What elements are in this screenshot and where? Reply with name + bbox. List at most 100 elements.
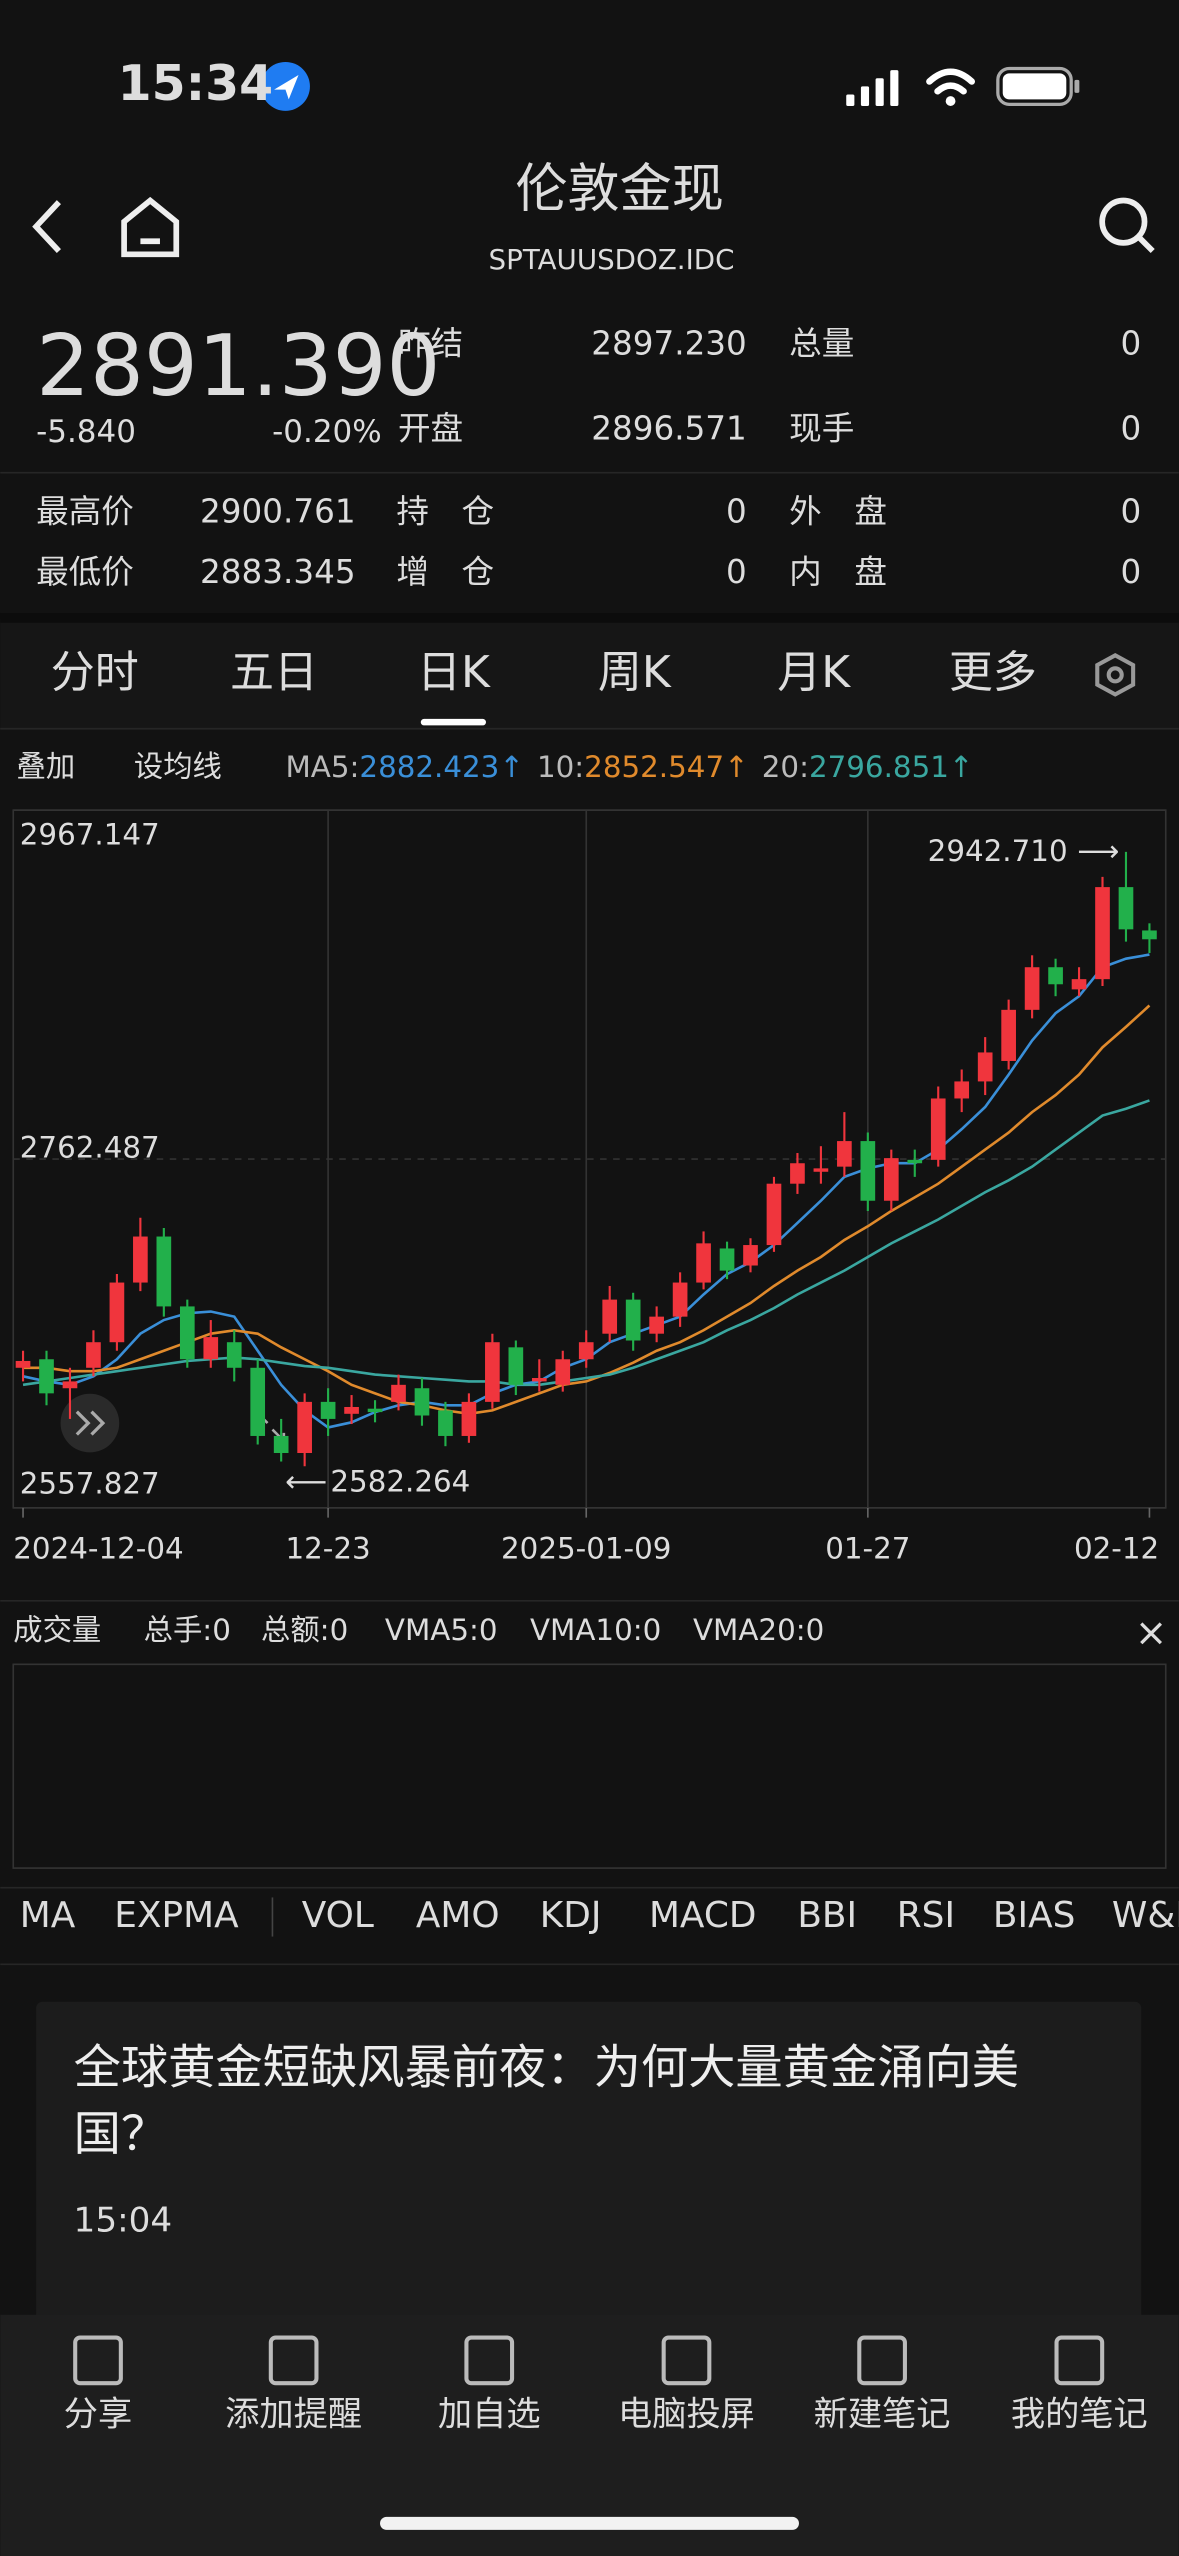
annotation: 2942.710 ⟶ xyxy=(928,833,1120,867)
candle-body xyxy=(625,1299,641,1341)
candle-body xyxy=(203,1337,219,1360)
field-value: 2900.761 xyxy=(200,492,356,530)
vma-label: VMA20:0 xyxy=(693,1613,824,1647)
candle-body xyxy=(837,1141,852,1167)
candle-body xyxy=(578,1342,594,1360)
field-value: 0 xyxy=(1121,325,1142,363)
y-tick-label: 2762.487 xyxy=(20,1131,160,1165)
volume-title: 成交量 xyxy=(13,1613,101,1647)
candle-body xyxy=(133,1236,148,1283)
legend-name: MA5: xyxy=(285,749,359,783)
indicator-tab[interactable]: MA xyxy=(20,1895,76,1936)
field-value: 0 xyxy=(1121,553,1142,591)
field-label: 内 盘 xyxy=(789,553,887,591)
news-time: 15:04 xyxy=(74,2200,173,2240)
page-subtitle: SPTAUUSDOZ.IDC xyxy=(489,243,735,276)
bottom-action[interactable]: 分享 xyxy=(64,2394,132,2434)
battery-cap xyxy=(1074,79,1080,93)
annotation-arrow: ⟵ xyxy=(285,1464,327,1498)
indicator-tab[interactable]: BIAS xyxy=(993,1895,1075,1936)
annotation-label: 2942.710 xyxy=(928,833,1068,867)
indicator-tab[interactable]: BBI xyxy=(797,1895,857,1936)
home-button[interactable] xyxy=(121,196,180,258)
indicator-tab[interactable]: W&R xyxy=(1112,1895,1179,1936)
candle-body xyxy=(555,1359,571,1385)
legend-value: 2882.423 xyxy=(359,749,499,783)
legend-trend: ↑ xyxy=(724,749,749,783)
status-time: 15:34 xyxy=(118,55,274,112)
annotation-label: 2582.264 xyxy=(330,1464,470,1498)
location-arrow xyxy=(274,74,299,100)
bottom-icon xyxy=(1054,2335,1105,2386)
bottom-icon xyxy=(464,2335,515,2386)
separator xyxy=(0,612,1179,623)
candle-body xyxy=(977,1052,993,1082)
settings-button[interactable] xyxy=(1095,652,1136,697)
candle-body xyxy=(907,1159,923,1164)
candle-body xyxy=(109,1282,125,1343)
candle-body xyxy=(602,1299,618,1334)
field-label: 总量 xyxy=(789,325,854,363)
chart-tool[interactable]: 设均线 xyxy=(134,749,222,783)
search-button[interactable] xyxy=(1099,197,1155,254)
candle-body xyxy=(766,1183,782,1246)
news-title: 全球黄金短缺风暴前夜：为何大量黄金涌向美国？ xyxy=(73,2039,1020,2162)
candle-body xyxy=(86,1342,101,1368)
bottom-action[interactable]: 添加提醒 xyxy=(225,2394,362,2434)
vma-label: VMA10:0 xyxy=(530,1613,661,1647)
tab[interactable]: 分时 xyxy=(51,647,139,698)
close-volume-button[interactable] xyxy=(1140,1622,1163,1645)
candle-body xyxy=(273,1435,289,1454)
collapse-button[interactable] xyxy=(60,1393,120,1453)
field-label: 昨结 xyxy=(398,325,463,363)
bottom-bar xyxy=(0,2314,1179,2556)
field-label: 开盘 xyxy=(398,409,463,447)
candle-body xyxy=(320,1401,336,1419)
field-label: 现手 xyxy=(789,409,854,447)
page-title: 伦敦金现 xyxy=(515,159,724,219)
annotation: ⟵ 2582.264 xyxy=(285,1464,470,1498)
news-card[interactable] xyxy=(36,2001,1142,2328)
indicator-tab[interactable]: EXPMA xyxy=(114,1895,239,1936)
candle-body xyxy=(790,1163,805,1184)
tab[interactable]: 月K xyxy=(777,647,851,698)
candle-body xyxy=(696,1243,711,1283)
bottom-action[interactable]: 电脑投屏 xyxy=(618,2394,755,2434)
candle-body xyxy=(226,1342,242,1368)
bottom-action[interactable]: 新建笔记 xyxy=(814,2394,951,2434)
y-tick-label: 2967.147 xyxy=(20,818,160,852)
bottom-action[interactable]: 我的笔记 xyxy=(1011,2394,1148,2434)
candle-body xyxy=(62,1381,78,1389)
field-label: 持 仓 xyxy=(396,492,494,530)
y-tick-label: 2557.827 xyxy=(20,1467,160,1501)
tab[interactable]: 更多 xyxy=(949,647,1037,698)
candle-body xyxy=(531,1378,547,1382)
tab[interactable]: 五日 xyxy=(230,647,318,698)
signal-icon xyxy=(846,70,899,106)
candle-body xyxy=(860,1141,876,1201)
price-change: -5.840 xyxy=(36,414,136,450)
indicator-tab[interactable]: KDJ xyxy=(540,1895,602,1936)
indicator-tab[interactable]: AMO xyxy=(416,1895,500,1936)
bottom-icon xyxy=(268,2335,319,2386)
bottom-action[interactable]: 加自选 xyxy=(438,2394,541,2434)
x-tick-label: 12-23 xyxy=(285,1532,370,1566)
bottom-icon xyxy=(661,2335,712,2386)
indicator-tab[interactable]: VOL xyxy=(302,1895,374,1936)
legend-name: 20: xyxy=(762,749,809,783)
candle-body xyxy=(438,1410,453,1436)
indicator-tab[interactable]: MACD xyxy=(649,1895,757,1936)
chart-tool[interactable]: 叠加 xyxy=(17,749,76,783)
tab[interactable]: 日K xyxy=(417,647,491,698)
battery-level xyxy=(1002,73,1067,100)
indicator-tab[interactable]: RSI xyxy=(897,1895,955,1936)
candle-body xyxy=(508,1347,524,1385)
legend-name: 10: xyxy=(537,749,584,783)
news-title-box: 全球黄金短缺风暴前夜：为何大量黄金涌向美国？ xyxy=(73,2039,1020,2162)
tab[interactable]: 周K xyxy=(598,647,672,698)
back-button[interactable] xyxy=(32,200,61,253)
candle-body xyxy=(1001,1009,1016,1061)
bottom-icon xyxy=(857,2335,907,2386)
candle-body xyxy=(414,1388,430,1416)
x-tick-label: 02-12 xyxy=(1074,1532,1159,1566)
